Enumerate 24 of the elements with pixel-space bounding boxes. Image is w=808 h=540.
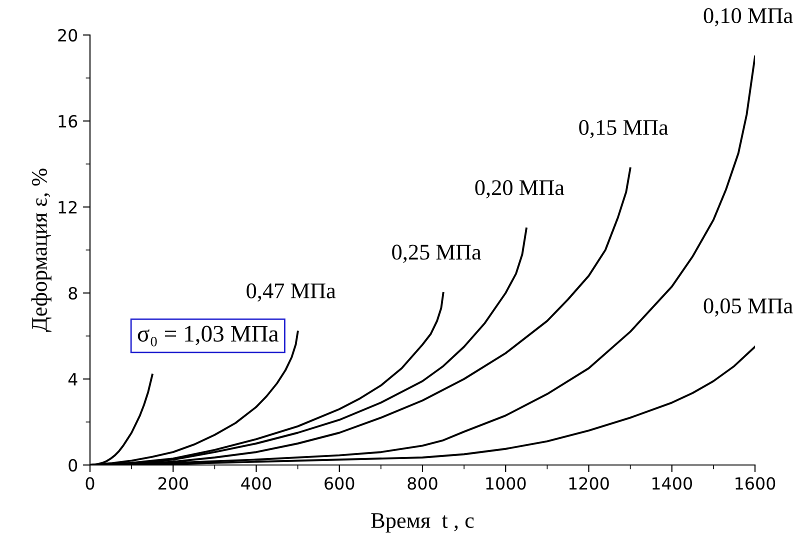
x-tick-label: 200 xyxy=(158,477,188,490)
y-tick-label: 8 xyxy=(68,286,78,300)
x-axis-title: Время t , с xyxy=(371,513,474,533)
y-tick-label: 16 xyxy=(58,114,78,128)
annotation: 0,25 МПа xyxy=(392,244,482,263)
x-tick-label: 600 xyxy=(324,477,354,490)
x-tick-label: 0 xyxy=(86,477,94,490)
x-tick-label: 1600 xyxy=(736,477,776,490)
y-tick-label: 12 xyxy=(58,200,77,214)
x-tick-label: 1400 xyxy=(652,477,692,490)
y-tick-label: 4 xyxy=(68,373,78,386)
annotation: σ₀ = 1,03 МПа xyxy=(138,326,278,346)
annotation: 0,20 МПа xyxy=(475,180,564,198)
annotation: 0,10 МПа xyxy=(704,8,793,26)
annotation: 0,05 МПа xyxy=(704,298,793,317)
y-axis-title: Деформация ε, % xyxy=(31,168,52,332)
x-tick-label: 1200 xyxy=(569,477,609,490)
x-tick-label: 400 xyxy=(241,477,272,490)
y-tick-label: 0 xyxy=(68,458,78,472)
y-tick-label: 20 xyxy=(58,28,78,42)
annotation: 0,15 МПа xyxy=(579,120,668,138)
x-tick-label: 1000 xyxy=(486,477,526,490)
x-tick-label: 800 xyxy=(408,477,438,490)
annotation: 0,47 МПа xyxy=(246,283,336,302)
